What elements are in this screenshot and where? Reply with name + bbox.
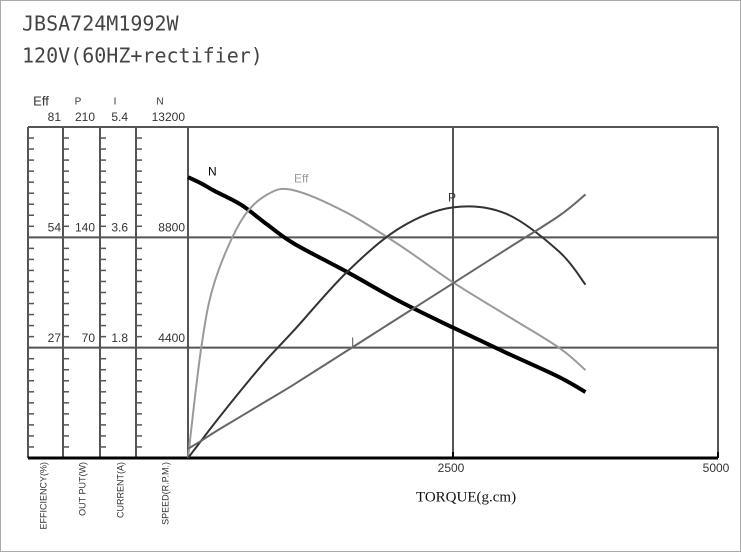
y-axis-title: SPEED(R.P.M.) <box>160 462 170 525</box>
y-axis-name: I <box>114 97 117 108</box>
chart-subtitle: 120V(60HZ+rectifier) <box>22 44 263 68</box>
y-tick-label: 210 <box>75 110 95 124</box>
y-tick-label: 3.6 <box>111 221 128 235</box>
curve-label: P <box>448 191 456 205</box>
curve <box>187 175 587 394</box>
y-tick-label: 70 <box>82 331 96 345</box>
y-axis-name: P <box>75 97 82 108</box>
y-axis-title: OUT PUT(W) <box>77 462 87 516</box>
curve-label: Eff <box>294 172 309 186</box>
chart-title: JBSA724M1992W <box>22 12 179 36</box>
y-tick-label: 27 <box>48 331 62 345</box>
y-axis-name: N <box>156 97 163 108</box>
y-tick-label: 8800 <box>158 221 185 235</box>
x-axis-label: TORQUE(g.cm) <box>416 489 516 505</box>
x-tick-label: 2500 <box>438 461 465 475</box>
x-tick-label: 5000 <box>703 461 730 475</box>
y-tick-label: 54 <box>48 221 62 235</box>
curve <box>187 187 587 459</box>
curve <box>187 205 587 459</box>
curve <box>187 193 587 450</box>
y-tick-label: 5.4 <box>111 110 128 124</box>
y-axis-title: EFFICIENCY(%) <box>38 462 48 530</box>
y-tick-label: 140 <box>75 221 95 235</box>
y-axis-title: CURRENT(A) <box>115 462 125 518</box>
y-tick-label: 81 <box>48 110 62 124</box>
y-tick-label: 1.8 <box>111 331 128 345</box>
y-tick-label: 13200 <box>152 110 186 124</box>
y-tick-label: 4400 <box>158 331 185 345</box>
curve-label: I <box>351 335 354 349</box>
curve-label: N <box>208 164 217 178</box>
y-axis-name: Eff <box>33 93 49 108</box>
